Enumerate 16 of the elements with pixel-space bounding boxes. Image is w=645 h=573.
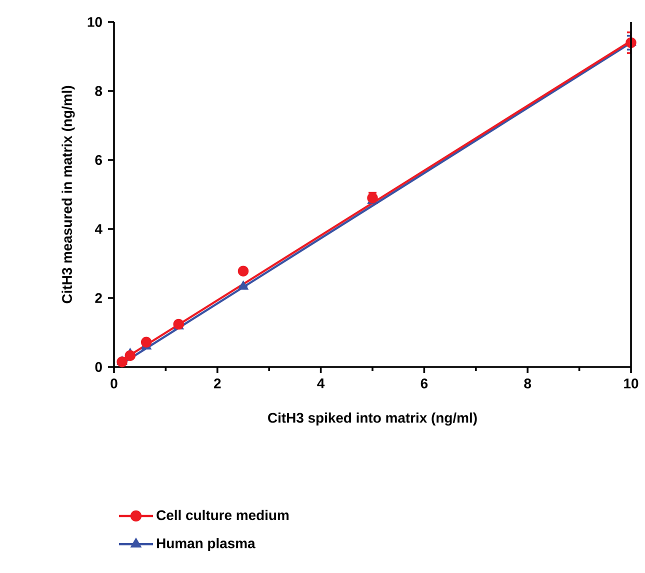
- x-axis-title: CitH3 spiked into matrix (ng/ml): [268, 412, 477, 426]
- y-tick-label: 6: [95, 155, 102, 165]
- x-tick-label: 2: [214, 378, 221, 388]
- y-axis-title: CitH3 measured in matrix (ng/ml): [62, 86, 75, 304]
- x-tick-label: 4: [317, 378, 325, 388]
- legend-label: Human plasma: [157, 538, 256, 552]
- y-tick-label: 4: [94, 224, 102, 234]
- x-tick-label: 0: [110, 378, 118, 388]
- y-tick-label: 2: [95, 293, 102, 303]
- x-tick-label: 10: [624, 378, 638, 388]
- y-tick-label: 10: [88, 17, 102, 27]
- x-tick-label: 6: [420, 378, 428, 388]
- legend-label: Cell culture medium: [156, 510, 289, 520]
- x-tick-label: 8: [524, 378, 532, 388]
- y-tick-label: 0: [95, 362, 102, 372]
- y-tick-label: 8: [95, 86, 102, 96]
